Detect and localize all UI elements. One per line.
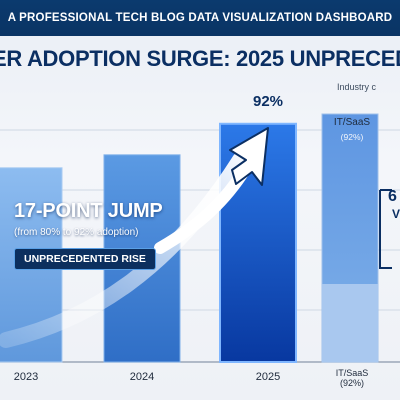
callout-subtitle: (from 80% to 92% adoption) [14, 227, 139, 238]
edge-text-b: V [392, 207, 400, 221]
chart-headline: ER ADOPTION SURGE: 2025 UNPRECEDENTED GR [0, 44, 400, 74]
side-bar-value: (92%) [340, 132, 364, 142]
bar-value-label-2025: 92% [252, 93, 284, 110]
headline-text: ER ADOPTION SURGE: 2025 UNPRECEDENTED GR [0, 46, 400, 71]
callout-badge: UNPRECEDENTED RISE [14, 248, 156, 270]
bracket-marker [379, 189, 392, 269]
industry-label: Industry c [337, 82, 377, 92]
side-bar-lower-segment [322, 284, 378, 362]
growth-arrow-head [229, 127, 269, 186]
x-tick-it-saas: IT/SaaS (92%) [335, 368, 369, 388]
dashboard-header: A PROFESSIONAL TECH BLOG DATA VISUALIZAT… [0, 0, 400, 36]
side-bar-label: IT/SaaS [333, 117, 371, 128]
dashboard-title: A PROFESSIONAL TECH BLOG DATA VISUALIZAT… [7, 12, 393, 24]
x-tick-2024: 2024 [129, 371, 155, 383]
jump-callout: 17-POINT JUMP (from 80% to 92% adoption)… [14, 200, 184, 270]
x-tick-2023: 2023 [13, 371, 39, 383]
callout-title: 17-POINT JUMP [14, 200, 163, 222]
growth-arrow-trail [0, 152, 248, 348]
x-tick-2025: 2025 [255, 371, 281, 383]
edge-text-a: 6 [388, 188, 397, 205]
